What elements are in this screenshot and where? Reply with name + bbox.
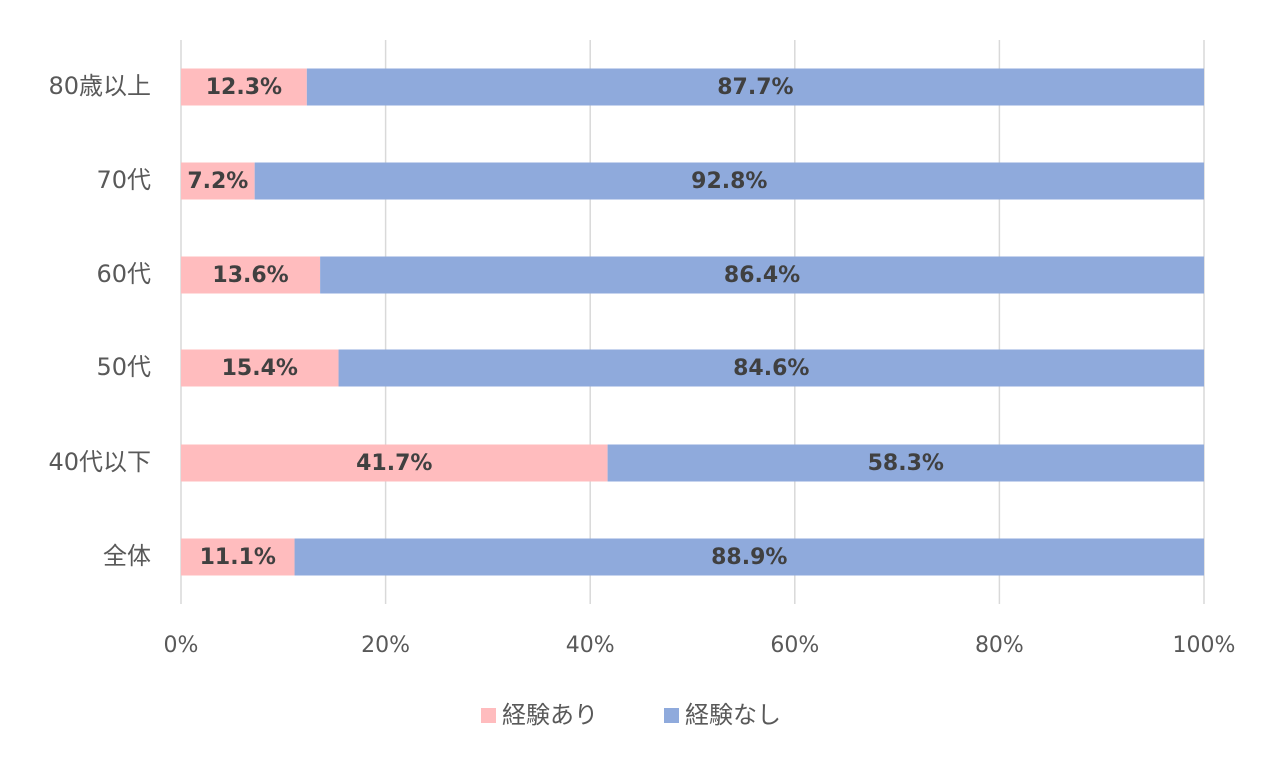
bar-segment-not-experienced — [294, 538, 1205, 576]
bar-segment-not-experienced — [306, 68, 1205, 106]
bar-segment-not-experienced — [254, 162, 1204, 200]
category-label: 50代 — [96, 353, 151, 381]
legend-swatch — [664, 708, 679, 723]
x-tick-label: 100% — [1173, 633, 1236, 658]
category-label: 70代 — [96, 166, 151, 194]
bar-segment-experienced — [181, 68, 307, 106]
category-label: 80歳以上 — [48, 72, 151, 100]
x-tick-label: 0% — [164, 633, 199, 658]
bar-segment-experienced — [181, 349, 339, 387]
data-label: 84.6% — [733, 356, 809, 381]
legend-label: 経験あり — [502, 701, 598, 729]
data-label: 15.4% — [222, 356, 298, 381]
data-label: 58.3% — [868, 451, 944, 476]
data-label: 87.7% — [717, 75, 793, 100]
legend: 経験あり 経験なし — [481, 701, 781, 729]
category-label: 全体 — [103, 542, 151, 570]
data-label: 13.6% — [212, 263, 288, 288]
bar-segment-not-experienced — [320, 256, 1204, 294]
data-label: 86.4% — [724, 263, 800, 288]
bar-segment-experienced — [181, 444, 608, 482]
legend-label: 経験なし — [685, 701, 781, 729]
bar-segment-not-experienced — [338, 349, 1204, 387]
gridlines — [180, 40, 1205, 604]
x-tick-label: 40% — [566, 633, 615, 658]
data-label: 11.1% — [200, 545, 276, 570]
bar-segment-not-experienced — [607, 444, 1204, 482]
data-label: 92.8% — [691, 169, 767, 194]
x-tick-label: 60% — [770, 633, 819, 658]
bars: 12.3% 87.7% 7.2% 92.8% 13.6% 86.4% 15.4% 84.6% 4… — [181, 68, 1205, 576]
data-label: 41.7% — [356, 451, 432, 476]
data-label: 7.2% — [187, 169, 248, 194]
bar-segment-experienced — [181, 256, 321, 294]
x-tick-label: 80% — [975, 633, 1024, 658]
x-tick-label: 20% — [361, 633, 410, 658]
category-label: 40代以下 — [48, 448, 151, 476]
data-label: 88.9% — [711, 545, 787, 570]
legend-swatch — [481, 708, 496, 723]
category-label: 60代 — [96, 260, 151, 288]
bar-segment-experienced — [181, 162, 255, 200]
data-label: 12.3% — [206, 75, 282, 100]
bar-segment-experienced — [181, 538, 295, 576]
value-axis: 0% 20% 40% 60% 80% 100% — [164, 633, 1236, 658]
